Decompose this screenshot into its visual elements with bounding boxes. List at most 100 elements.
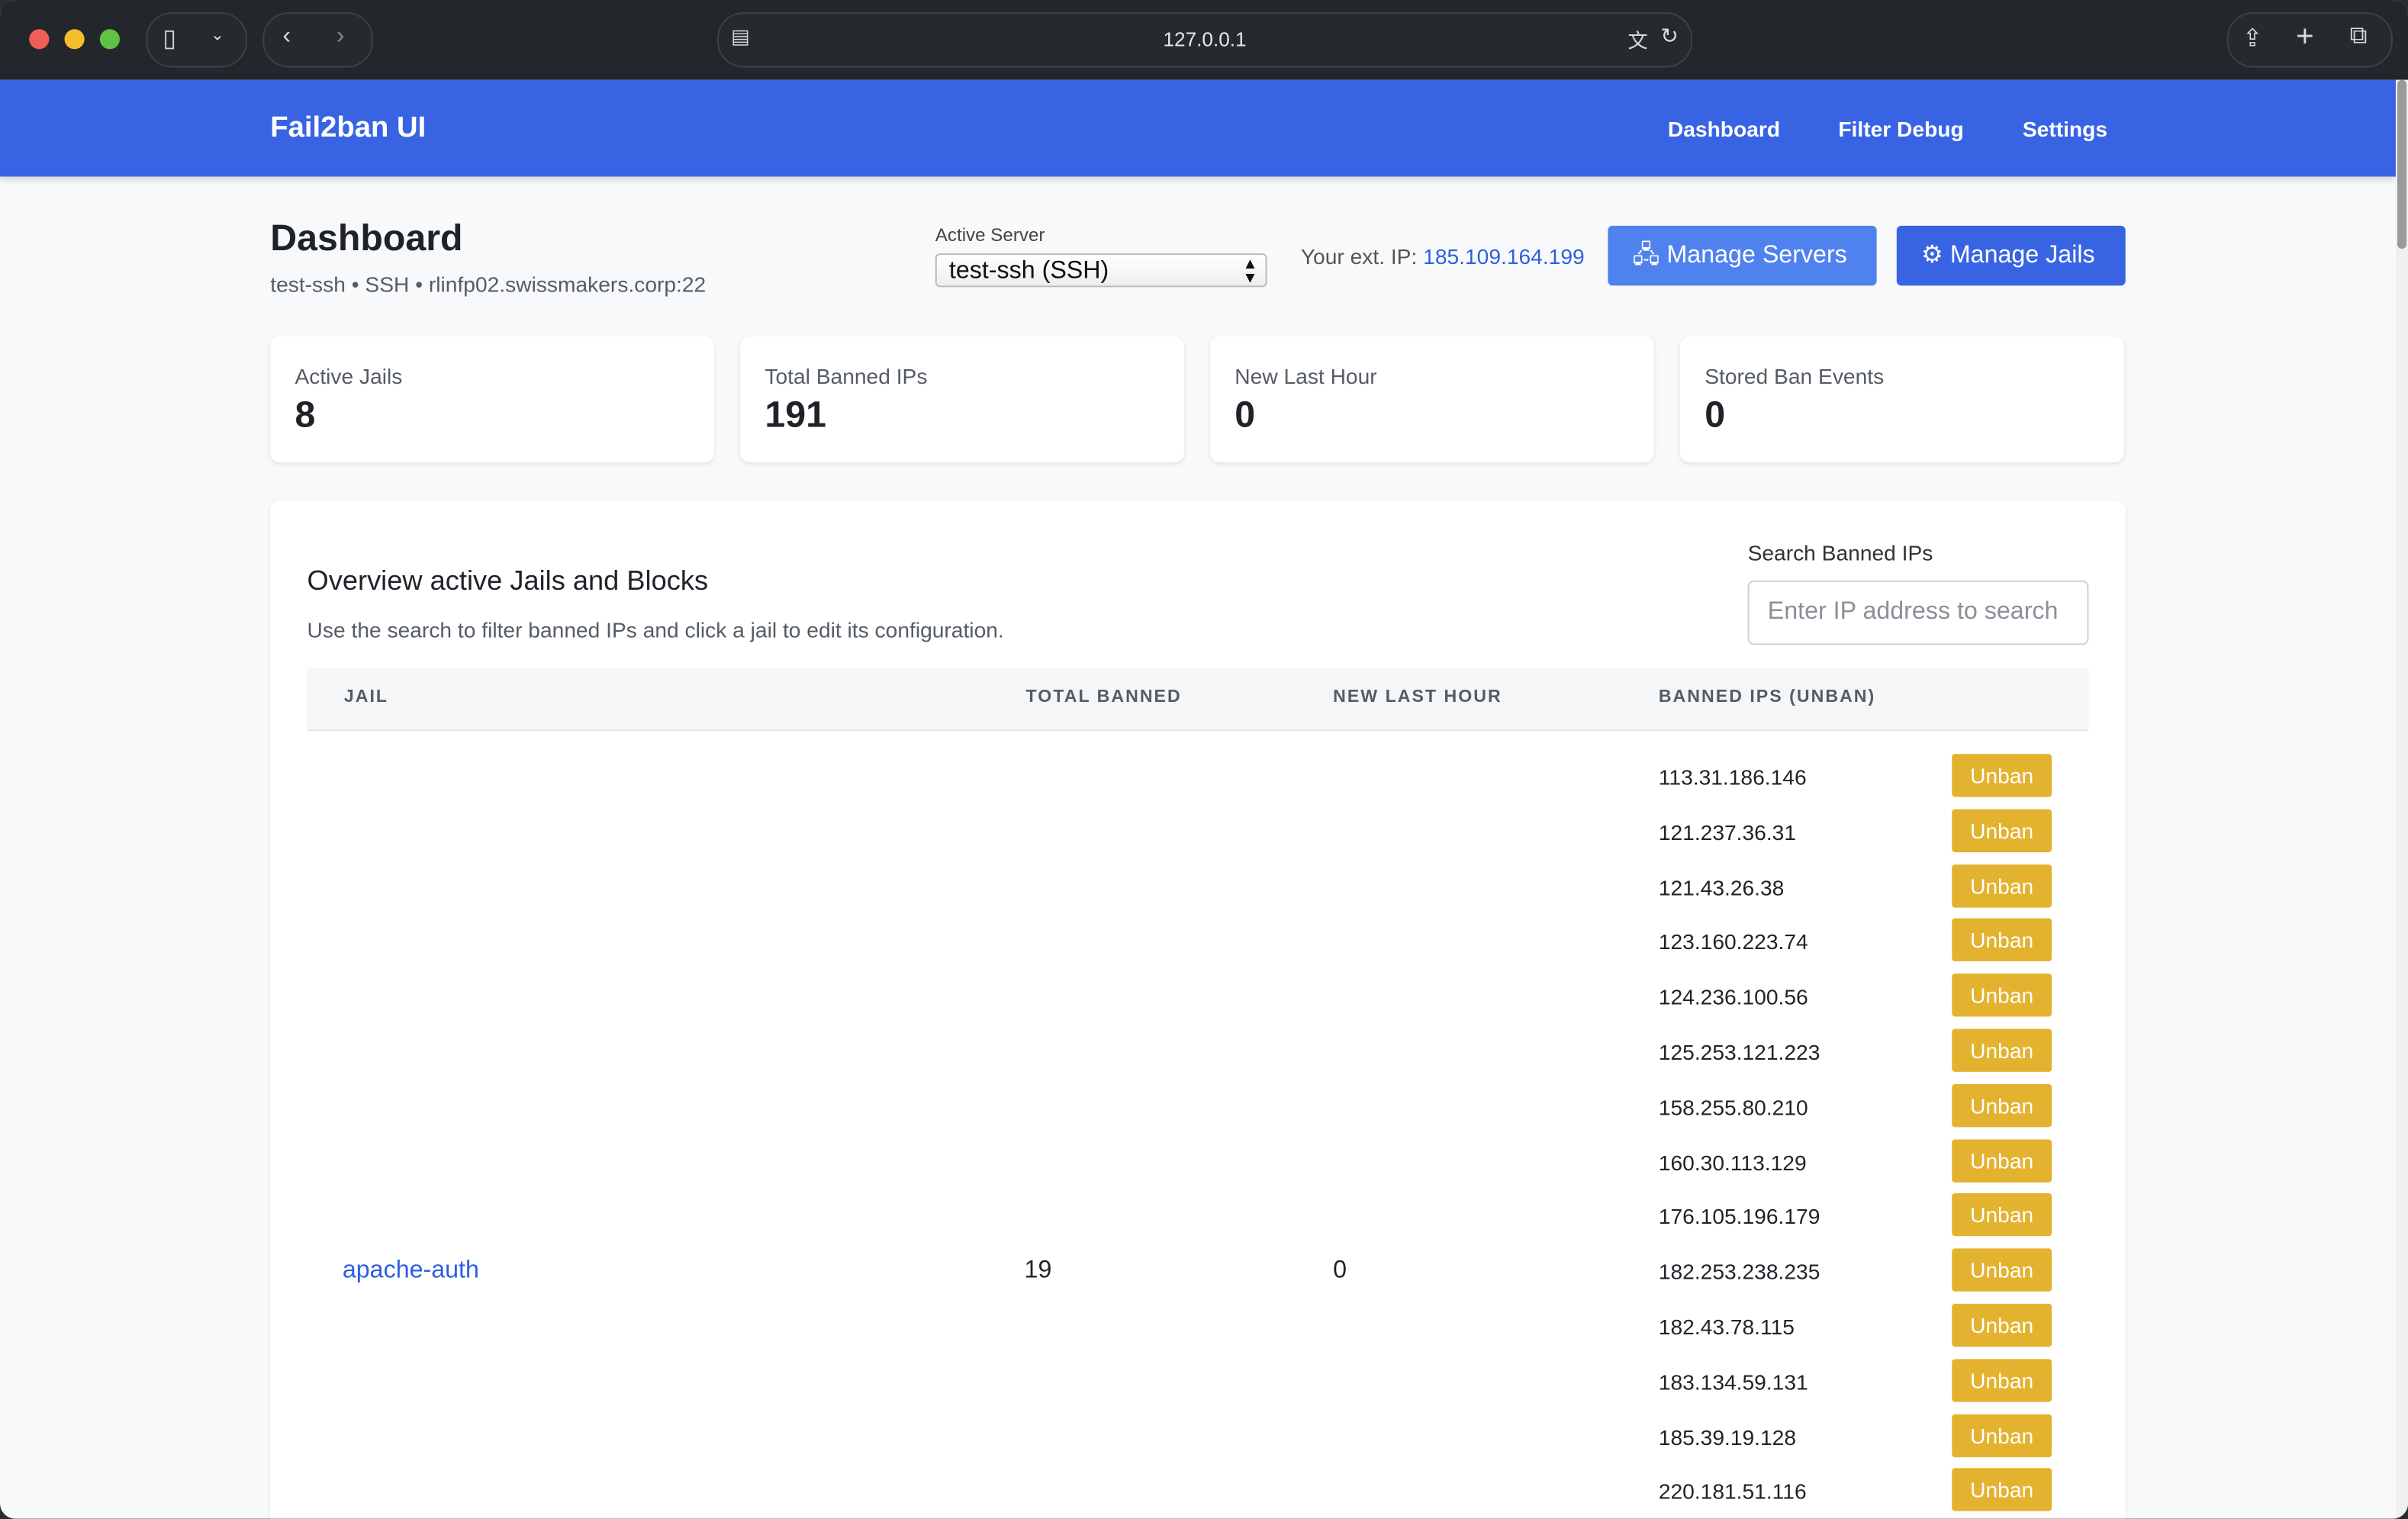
new-last-hour-value: 0 <box>1333 1257 1347 1284</box>
active-server-label: Active Server <box>935 224 1045 246</box>
unban-button[interactable]: Unban <box>1952 1413 2052 1457</box>
gear-icon: ⚙ <box>1921 243 1943 269</box>
banned-ip-row: 220.181.51.116 Unban <box>1659 1466 2058 1519</box>
banned-ip: 124.236.100.56 <box>1658 984 1808 1009</box>
stat-label: Stored Ban Events <box>1705 364 1885 389</box>
banned-ip-row: 182.253.238.235 Unban <box>1659 1246 2058 1301</box>
sidebar-toggle-button[interactable]: ▯ ⌄ <box>146 12 248 68</box>
banned-ip-row: 125.253.121.223 Unban <box>1659 1026 2058 1081</box>
brand-logo[interactable]: Fail2ban UI <box>270 111 427 145</box>
stat-value: 191 <box>765 394 826 436</box>
page-scrollbar[interactable] <box>2395 79 2408 1519</box>
stat-label: Total Banned IPs <box>765 364 928 389</box>
forward-icon[interactable]: › <box>336 23 345 50</box>
ext-ip-value: 185.109.164.199 <box>1423 244 1585 269</box>
nav-filter-debug[interactable]: Filter Debug <box>1838 116 1964 142</box>
unban-button[interactable]: Unban <box>1952 809 2052 852</box>
manage-jails-label: Manage Jails <box>1949 243 2095 269</box>
browser-toolbar: ▯ ⌄ ‹ › ▤ 127.0.0.1 文 ↻ ⇪ + ⧉ <box>0 0 2408 80</box>
banned-ip: 113.31.186.146 <box>1658 764 1807 790</box>
servers-icon: 🖧 <box>1632 243 1660 269</box>
banned-ip-row: 185.39.19.128 Unban <box>1659 1411 2058 1466</box>
unban-button[interactable]: Unban <box>1952 1358 2052 1402</box>
sidebar-icon: ▯ <box>163 26 177 53</box>
banned-ip: 185.39.19.128 <box>1658 1424 1797 1450</box>
banned-ip-row: 158.255.80.210 Unban <box>1659 1081 2058 1136</box>
banned-ip: 121.237.36.31 <box>1658 819 1797 845</box>
banned-ip-row: 123.160.223.74 Unban <box>1659 916 2058 970</box>
banned-ip-row: 160.30.113.129 Unban <box>1659 1136 2058 1191</box>
unban-button[interactable]: Unban <box>1952 1248 2052 1292</box>
unban-button[interactable]: Unban <box>1952 1303 2052 1347</box>
banned-ip: 121.43.26.38 <box>1658 874 1785 899</box>
minimize-window-button[interactable] <box>64 29 85 50</box>
banned-ip: 160.30.113.129 <box>1658 1149 1807 1174</box>
stat-value: 0 <box>1235 394 1256 436</box>
manage-servers-button[interactable]: 🖧 Manage Servers <box>1608 225 1877 286</box>
manage-jails-button[interactable]: ⚙ Manage Jails <box>1896 225 2126 286</box>
unban-button[interactable]: Unban <box>1952 1193 2052 1237</box>
banned-ip: 182.253.238.235 <box>1658 1259 1820 1285</box>
banned-ip-row: 182.43.78.115 Unban <box>1659 1301 2058 1356</box>
external-ip: Your ext. IP: 185.109.164.199 <box>1301 244 1585 269</box>
nav-settings[interactable]: Settings <box>2022 116 2108 142</box>
unban-button[interactable]: Unban <box>1952 919 2052 962</box>
share-icon[interactable]: ⇪ <box>2242 26 2263 53</box>
select-arrows-icon: ▲ ▼ <box>1242 256 1258 288</box>
page-settings-icon[interactable]: ▤ <box>731 24 750 48</box>
url-text: 127.0.0.1 <box>1163 27 1247 51</box>
unban-button[interactable]: Unban <box>1952 1083 2052 1127</box>
server-subtitle: test-ssh • SSH • rlinfp02.swissmakers.co… <box>270 272 707 297</box>
banned-ip: 176.105.196.179 <box>1658 1204 1820 1230</box>
overview-description: Use the search to filter banned IPs and … <box>307 617 1004 642</box>
stat-stored-events: Stored Ban Events 0 <box>1680 336 2124 462</box>
unban-button[interactable]: Unban <box>1952 974 2052 1017</box>
maximize-window-button[interactable] <box>99 29 120 50</box>
nav-dashboard[interactable]: Dashboard <box>1667 116 1781 142</box>
search-input[interactable] <box>1747 580 2089 645</box>
unban-button[interactable]: Unban <box>1952 1138 2052 1183</box>
banned-ip-row: 183.134.59.131 Unban <box>1659 1356 2058 1411</box>
col-banned-ips: BANNED IPS (UNBAN) <box>1658 687 1876 706</box>
translate-icon[interactable]: 文 <box>1627 29 1648 53</box>
tabs-overview-icon[interactable]: ⧉ <box>2349 23 2368 50</box>
banned-ip: 183.134.59.131 <box>1658 1369 1808 1395</box>
banned-ip-row: 113.31.186.146 Unban <box>1659 751 2058 806</box>
overview-title: Overview active Jails and Blocks <box>307 565 709 596</box>
stat-label: Active Jails <box>295 364 403 389</box>
total-banned-value: 19 <box>1024 1257 1052 1284</box>
unban-button[interactable]: Unban <box>1952 754 2052 797</box>
scrollbar-thumb[interactable] <box>2397 79 2407 249</box>
overview-panel: Overview active Jails and Blocks Use the… <box>270 500 2126 1519</box>
jail-link[interactable]: apache-auth <box>342 1257 479 1284</box>
col-jail: JAIL <box>343 687 389 706</box>
chevron-down-icon: ⌄ <box>210 26 225 45</box>
stat-active-jails: Active Jails 8 <box>270 336 714 462</box>
banned-ip-row: 176.105.196.179 Unban <box>1659 1191 2058 1246</box>
banned-ip: 220.181.51.116 <box>1658 1479 1807 1505</box>
banned-ip: 123.160.223.74 <box>1658 929 1808 954</box>
stat-new-last-hour: New Last Hour 0 <box>1210 336 1654 462</box>
banned-ip: 125.253.121.223 <box>1658 1039 1820 1064</box>
unban-button[interactable]: Unban <box>1952 864 2052 907</box>
close-window-button[interactable] <box>29 29 50 50</box>
banned-ip-row: 121.237.36.31 Unban <box>1659 806 2058 861</box>
stat-label: New Last Hour <box>1235 364 1377 389</box>
banned-ip: 182.43.78.115 <box>1658 1314 1795 1340</box>
active-server-select[interactable]: test-ssh (SSH) ▲ ▼ <box>935 253 1267 288</box>
address-bar[interactable]: ▤ 127.0.0.1 文 ↻ <box>716 12 1693 68</box>
col-total-banned: TOTAL BANNED <box>1025 687 1182 706</box>
reload-icon[interactable]: ↻ <box>1660 23 1679 48</box>
unban-button[interactable]: Unban <box>1952 1028 2052 1072</box>
new-tab-icon[interactable]: + <box>2296 20 2314 54</box>
stat-value: 0 <box>1705 394 1726 436</box>
active-server-value: test-ssh (SSH) <box>948 258 1109 285</box>
top-navbar: Fail2ban UI Dashboard Filter Debug Setti… <box>0 79 2396 177</box>
back-icon[interactable]: ‹ <box>282 23 291 50</box>
unban-button[interactable]: Unban <box>1952 1469 2052 1512</box>
stat-value: 8 <box>295 394 316 436</box>
banned-ip-row: 124.236.100.56 Unban <box>1659 970 2058 1025</box>
page-title: Dashboard <box>270 217 463 260</box>
stat-total-banned: Total Banned IPs 191 <box>740 336 1184 462</box>
